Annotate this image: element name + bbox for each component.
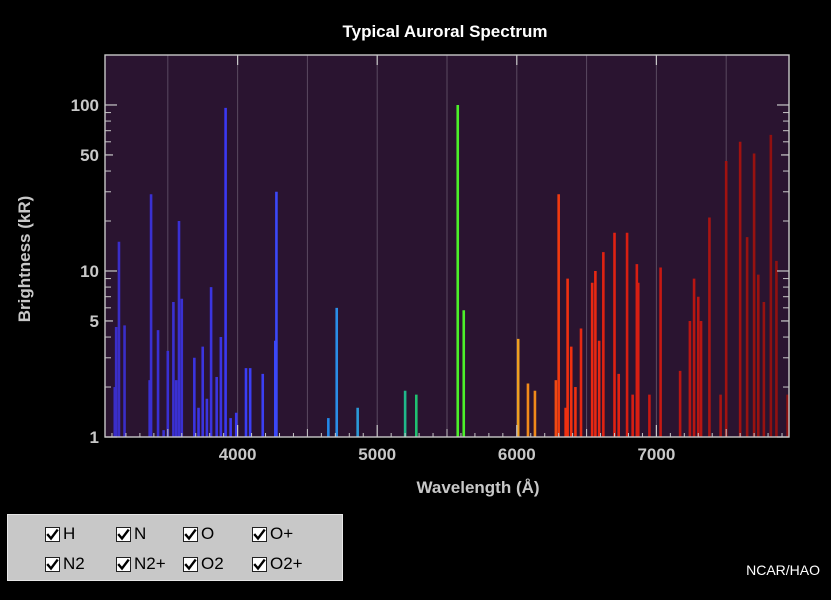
legend-label: O+	[270, 524, 294, 543]
legend-label: O2	[201, 554, 224, 573]
legend-label: N	[134, 524, 147, 543]
checkmark-icon	[117, 528, 130, 540]
legend-checkbox-h[interactable]: H	[45, 523, 75, 545]
x-tick-label: 6000	[498, 445, 536, 464]
checkmark-icon	[253, 528, 266, 540]
checkmark-icon	[117, 558, 130, 570]
checkmark-icon	[46, 558, 59, 570]
y-axis-label: Brightness (kR)	[15, 196, 34, 323]
checkbox[interactable]	[45, 556, 60, 572]
checkbox[interactable]	[116, 526, 131, 542]
legend-label: O	[201, 524, 215, 543]
checkbox[interactable]	[45, 526, 60, 542]
y-tick-label: 100	[71, 96, 99, 115]
checkmark-icon	[184, 528, 197, 540]
x-tick-label: 7000	[637, 445, 675, 464]
legend-label: N2	[63, 554, 85, 573]
checkmark-icon	[253, 558, 266, 570]
species-legend: H N O O+ N2 N2+ O2 O2+	[7, 514, 343, 581]
checkbox[interactable]	[116, 556, 131, 572]
checkmark-icon	[184, 558, 197, 570]
grid-lines	[167, 55, 727, 437]
legend-checkbox-o2[interactable]: O2	[183, 553, 224, 575]
checkmark-icon	[46, 528, 59, 540]
legend-label: O2+	[270, 554, 303, 573]
legend-label: N2+	[134, 554, 166, 573]
x-tick-label: 5000	[358, 445, 396, 464]
emission-lines	[113, 104, 789, 437]
x-axis-label: Wavelength (Å)	[416, 478, 539, 497]
y-tick-label: 50	[80, 146, 99, 165]
checkbox[interactable]	[183, 556, 198, 572]
checkbox[interactable]	[183, 526, 198, 542]
checkbox[interactable]	[252, 526, 267, 542]
legend-checkbox-o2-plus[interactable]: O2+	[252, 553, 303, 575]
legend-checkbox-n2-plus[interactable]: N2+	[116, 553, 166, 575]
legend-checkbox-o-plus[interactable]: O+	[252, 523, 293, 545]
checkbox[interactable]	[252, 556, 267, 572]
x-tick-label: 4000	[219, 445, 257, 464]
y-tick-label: 1	[90, 428, 99, 447]
credit-text: NCAR/HAO	[746, 562, 820, 578]
legend-label: H	[63, 524, 76, 543]
axes: 1 5 10 50 100 4000 5000 6000 7000	[71, 54, 790, 464]
legend-checkbox-n2[interactable]: N2	[45, 553, 85, 575]
chart-title: Typical Auroral Spectrum	[343, 22, 548, 41]
y-tick-label: 5	[90, 312, 99, 331]
legend-checkbox-n[interactable]: N	[116, 523, 146, 545]
legend-checkbox-o[interactable]: O	[183, 523, 214, 545]
y-tick-label: 10	[80, 262, 99, 281]
